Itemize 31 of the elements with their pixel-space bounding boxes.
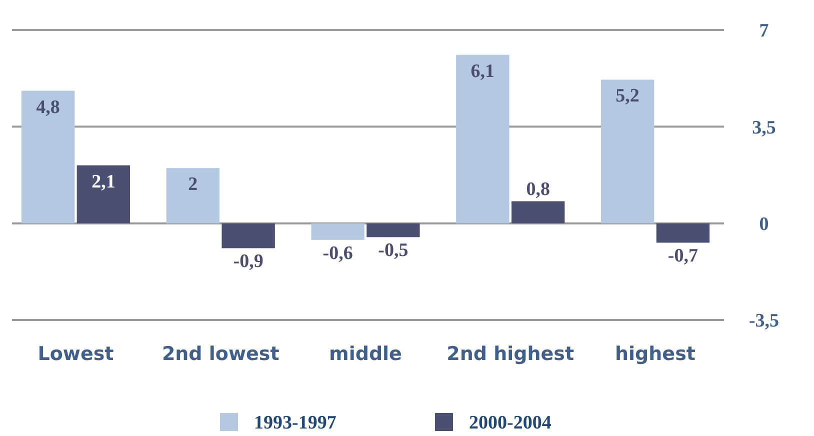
- y-tick-label: -3,5: [748, 310, 780, 332]
- x-tick-label: middle: [329, 343, 402, 365]
- y-tick-label: 3,5: [752, 117, 776, 138]
- bar: [21, 90, 75, 224]
- x-tick-label: Lowest: [38, 343, 114, 365]
- data-label: -0,9: [233, 251, 264, 272]
- legend-label: 2000-2004: [469, 412, 552, 434]
- y-tick-label: 0: [759, 214, 769, 235]
- data-label: 2,1: [92, 171, 116, 192]
- y-tick-label: 7: [759, 20, 770, 42]
- data-label: 5,2: [616, 86, 640, 107]
- bar: [656, 223, 710, 243]
- data-label: -0,6: [322, 242, 353, 264]
- legend-label: 1993-1997: [254, 412, 337, 434]
- x-tick-label: 2nd highest: [446, 343, 574, 365]
- data-label: 4,8: [36, 96, 60, 118]
- data-label: 2: [188, 174, 198, 196]
- data-label: 0,8: [526, 179, 550, 200]
- bar: [222, 223, 275, 248]
- x-tick-label: highest: [615, 343, 696, 365]
- x-tick-label: 2nd lowest: [162, 343, 280, 365]
- bar: [76, 165, 130, 224]
- bar: [456, 54, 510, 224]
- data-label: 6,1: [470, 60, 495, 82]
- data-label: -0,7: [668, 246, 698, 267]
- bar: [166, 168, 220, 224]
- bar: [600, 80, 654, 224]
- bar: [311, 223, 364, 240]
- data-label: -0,5: [378, 240, 408, 262]
- bar: [511, 201, 565, 224]
- bar: [366, 223, 420, 238]
